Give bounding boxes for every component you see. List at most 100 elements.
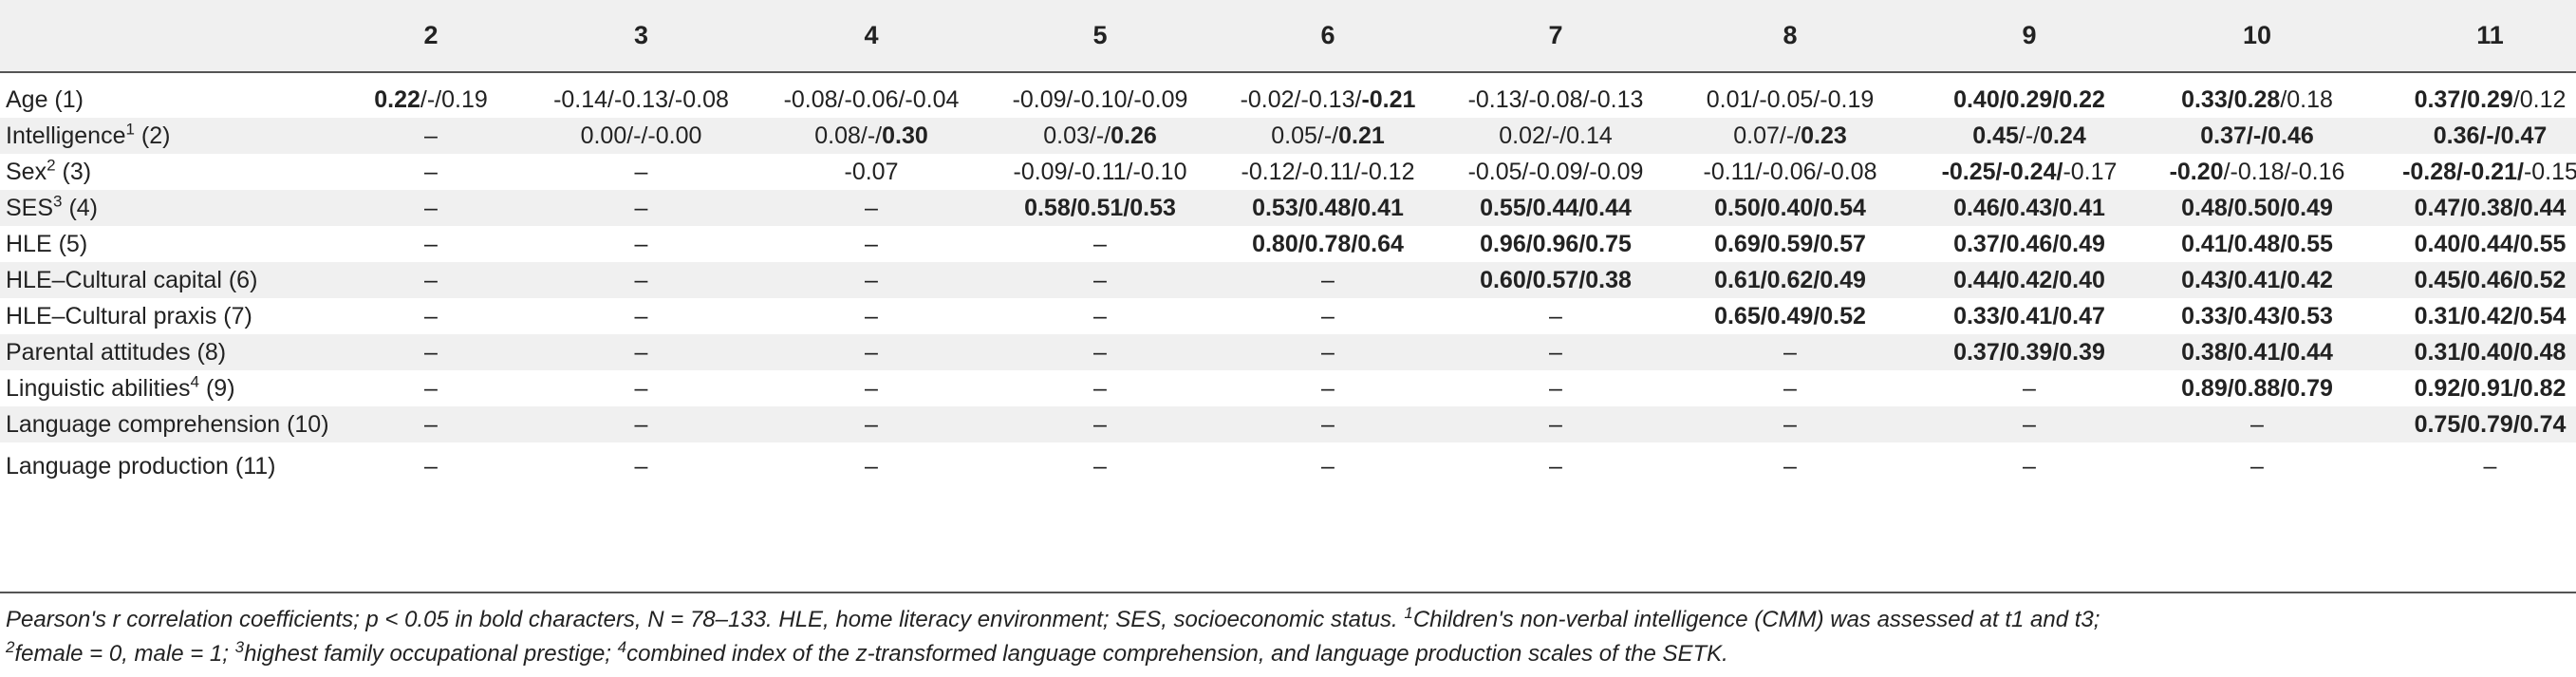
table-cell: 0.37/0.39/0.39 (1911, 334, 2148, 370)
value-text: – (1093, 266, 1107, 293)
value-text: 0.03/-/ (1043, 122, 1111, 149)
significant-value: 0.50/0.40/0.54 (1714, 194, 1866, 221)
significant-value: 0.48/0.50/0.49 (2181, 194, 2333, 221)
table-cell: – (1911, 442, 2148, 490)
table-cell: 0.03/-/0.26 (986, 118, 1214, 154)
significant-value: 0.80/0.78/0.64 (1252, 230, 1404, 257)
value-text: -0.17 (2063, 158, 2118, 185)
value-text: – (1321, 266, 1335, 293)
value-text: – (2023, 452, 2036, 480)
table-cell: – (986, 334, 1214, 370)
footnote-line-2: 2female = 0, male = 1; 3highest family o… (6, 638, 1728, 667)
table-cell: -0.09/-0.11/-0.10 (986, 154, 1214, 190)
significant-value: 0.38/0.41/0.44 (2181, 338, 2333, 366)
table-cell: – (2148, 442, 2366, 490)
footnote-marker: 4 (190, 372, 200, 391)
value-text: 0.00/-/-0.00 (580, 122, 702, 149)
table-cell: – (1442, 298, 1670, 334)
table-cell: – (526, 370, 756, 406)
table-cell: 0.36/-/0.47 (2366, 118, 2576, 154)
value-text: -0.15 (2523, 158, 2576, 185)
table-cell: 0.37/0.46/0.49 (1911, 226, 2148, 262)
table-cell: 0.92/0.91/0.82 (2366, 370, 2576, 406)
significant-value: 0.75/0.79/0.74 (2414, 410, 2567, 438)
table-cell: 0.96/0.96/0.75 (1442, 226, 1670, 262)
table-cell: – (1442, 370, 1670, 406)
value-text: – (1093, 230, 1107, 257)
table-cell: 0.53/0.48/0.41 (1214, 190, 1442, 226)
value-text: – (1093, 452, 1107, 480)
table-body: Age (1) 0.22/-/0.19 -0.14/-0.13/-0.08 -0.08… (0, 72, 2576, 490)
table-cell: – (756, 370, 986, 406)
value-text: – (634, 230, 648, 257)
table-row: Language comprehension (10) – – – – – – – – – 0.75… (0, 406, 2576, 442)
significant-value: 0.92/0.91/0.82 (2414, 374, 2567, 402)
table-cell: – (1442, 334, 1670, 370)
table-cell: – (986, 262, 1214, 298)
row-label: HLE–Cultural praxis (7) (6, 302, 252, 329)
significant-value: 0.33/0.43/0.53 (2181, 302, 2333, 329)
value-text: – (424, 374, 438, 402)
table-cell: – (1214, 262, 1442, 298)
table-cell: – (1214, 406, 1442, 442)
significant-value: 0.30 (882, 122, 928, 149)
significant-value: 0.31/0.42/0.54 (2414, 302, 2567, 329)
table-cell: – (336, 226, 526, 262)
table-cell: 0.37/-/0.46 (2148, 118, 2366, 154)
significant-value: 0.60/0.57/0.38 (1480, 266, 1632, 293)
value-text: 0.01/-0.05/-0.19 (1706, 86, 1875, 113)
table-cell: – (1214, 334, 1442, 370)
table-cell: 0.40/0.29/0.22 (1911, 72, 2148, 118)
table-cell: 0.46/0.43/0.41 (1911, 190, 2148, 226)
value-text: – (865, 230, 878, 257)
table-cell: 0.58/0.51/0.53 (986, 190, 1214, 226)
value-text: – (424, 230, 438, 257)
significant-value: 0.96/0.96/0.75 (1480, 230, 1632, 257)
table-cell: – (1442, 406, 1670, 442)
table-cell: 0.75/0.79/0.74 (2366, 406, 2576, 442)
table-cell: 0.48/0.50/0.49 (2148, 190, 2366, 226)
table-cell: -0.13/-0.08/-0.13 (1442, 72, 1670, 118)
significant-value: 0.69/0.59/0.57 (1714, 230, 1866, 257)
value-text: /-/0.19 (420, 86, 488, 113)
table-cell: – (336, 118, 526, 154)
value-text: – (1549, 374, 1562, 402)
footnote-line-1: Pearson's r correlation coefficients; p … (6, 604, 2100, 632)
table-cell: – (526, 262, 756, 298)
column-header-8: 8 (1670, 0, 1911, 73)
table-cell: -0.11/-0.06/-0.08 (1670, 154, 1911, 190)
significant-value: 0.26 (1111, 122, 1157, 149)
value-text: – (1783, 452, 1797, 480)
table-cell: – (1214, 442, 1442, 490)
table-cell: 0.45/-/0.24 (1911, 118, 2148, 154)
significant-value: 0.40/0.29/0.22 (1953, 86, 2105, 113)
row-label: HLE (5) (6, 230, 88, 257)
table-cell: – (1670, 334, 1911, 370)
value-text: -0.14/-0.13/-0.08 (553, 86, 729, 113)
table-cell: 0.60/0.57/0.38 (1442, 262, 1670, 298)
table-cell: 0.01/-0.05/-0.19 (1670, 72, 1911, 118)
significant-value: -0.20 (2169, 158, 2224, 185)
value-text: – (865, 338, 878, 366)
table-cell: 0.33/0.43/0.53 (2148, 298, 2366, 334)
value-text: – (865, 410, 878, 438)
value-text: – (2023, 410, 2036, 438)
value-text: – (865, 194, 878, 221)
column-header-10: 10 (2148, 0, 2366, 73)
row-label: HLE–Cultural capital (6) (6, 266, 258, 293)
row-label: Age (1) (6, 86, 84, 113)
table-cell: 0.08/-/0.30 (756, 118, 986, 154)
value-text: – (634, 194, 648, 221)
significant-value: 0.37/0.29 (2414, 86, 2513, 113)
value-text: -0.07 (844, 158, 899, 185)
table-row: Age (1) 0.22/-/0.19 -0.14/-0.13/-0.08 -0.08… (0, 72, 2576, 118)
value-text: 0.07/-/ (1733, 122, 1801, 149)
table-cell: – (526, 442, 756, 490)
value-text: – (424, 302, 438, 329)
significant-value: 0.61/0.62/0.49 (1714, 266, 1866, 293)
value-text: – (424, 266, 438, 293)
value-text: 0.05/-/ (1271, 122, 1339, 149)
table-cell: – (986, 370, 1214, 406)
table-cell: -0.09/-0.10/-0.09 (986, 72, 1214, 118)
footnote-marker: 1 (125, 120, 135, 139)
